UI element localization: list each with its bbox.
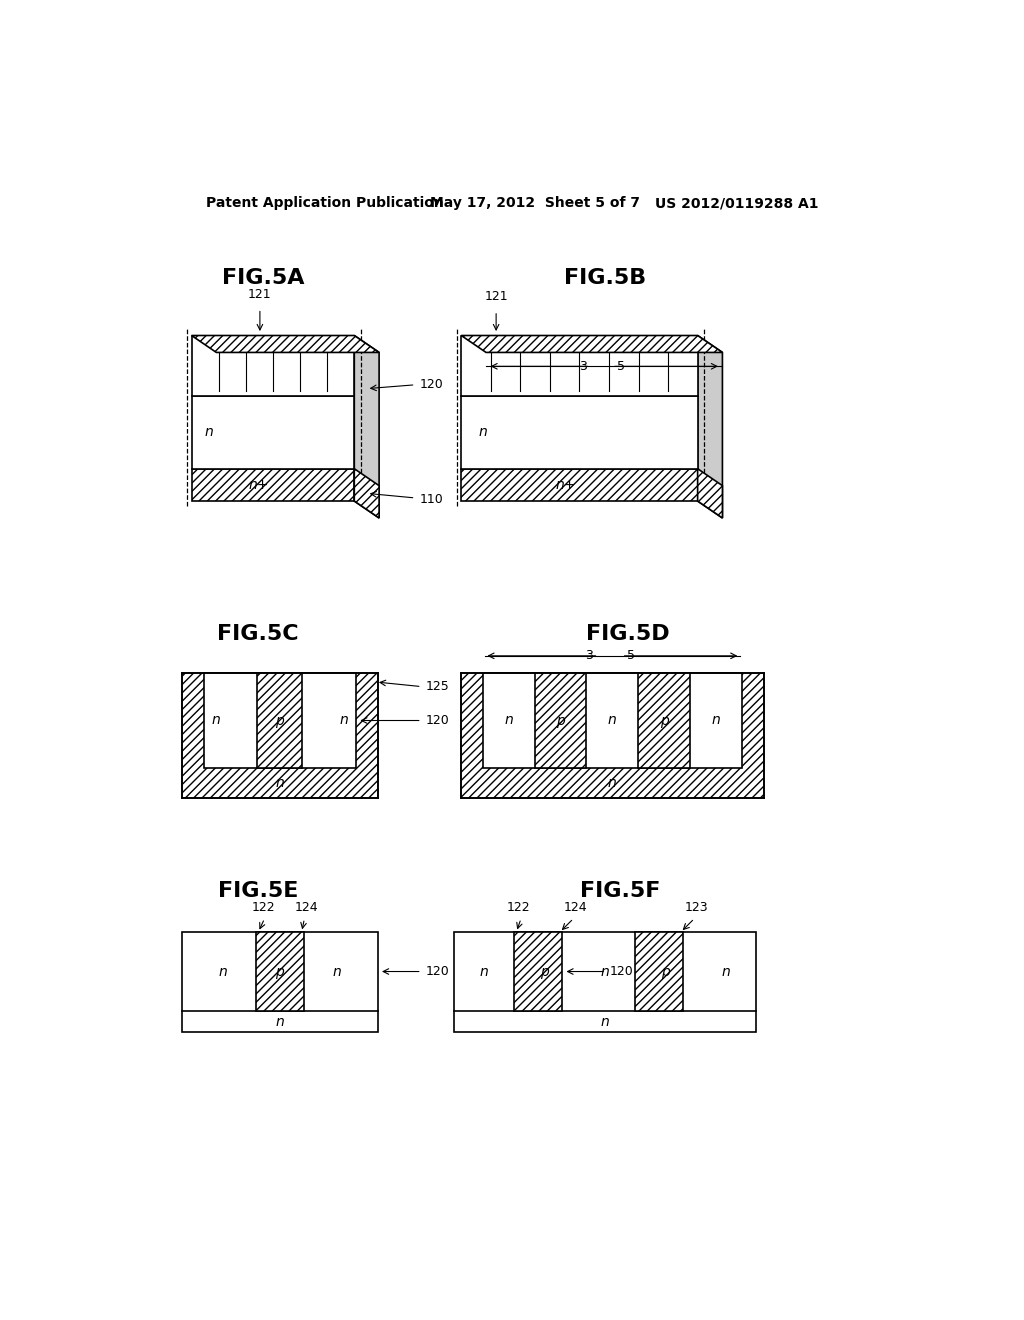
Text: 121: 121	[484, 290, 508, 304]
Text: n: n	[608, 776, 616, 789]
Text: p: p	[556, 714, 565, 727]
Text: 120: 120	[426, 714, 450, 727]
Text: n: n	[608, 714, 616, 727]
Text: p: p	[540, 965, 549, 978]
Text: n: n	[721, 965, 730, 978]
Bar	[191, 335, 354, 396]
Bar	[638, 673, 690, 768]
Text: n: n	[332, 965, 341, 978]
Bar	[204, 673, 356, 768]
Text: FIG.5A: FIG.5A	[222, 268, 305, 288]
Text: FIG.5C: FIG.5C	[217, 624, 299, 644]
Text: n: n	[712, 714, 720, 727]
Text: Patent Application Publication: Patent Application Publication	[206, 197, 443, 210]
Text: FIG.5D: FIG.5D	[586, 624, 670, 644]
Text: n: n	[204, 425, 213, 440]
Polygon shape	[697, 469, 722, 517]
Text: n+: n+	[555, 478, 575, 492]
Text: n: n	[478, 425, 487, 440]
Bar	[182, 932, 378, 1032]
Text: 124: 124	[294, 902, 317, 915]
Bar	[461, 469, 697, 502]
Text: US 2012/0119288 A1: US 2012/0119288 A1	[655, 197, 818, 210]
Text: May 17, 2012  Sheet 5 of 7: May 17, 2012 Sheet 5 of 7	[430, 197, 640, 210]
Text: FIG.5B: FIG.5B	[563, 268, 646, 288]
Text: n: n	[339, 714, 348, 727]
Text: FIG.5F: FIG.5F	[580, 882, 660, 902]
Bar	[454, 932, 756, 1032]
Text: 110: 110	[420, 492, 443, 506]
Text: p: p	[659, 714, 669, 727]
Text: 120: 120	[610, 965, 634, 978]
Bar	[461, 396, 697, 469]
Text: 5: 5	[627, 649, 635, 663]
Polygon shape	[697, 335, 722, 517]
Bar	[461, 335, 697, 396]
Text: n: n	[275, 1015, 285, 1028]
Text: FIG.5E: FIG.5E	[218, 882, 298, 902]
Text: n: n	[600, 965, 609, 978]
Text: 121: 121	[248, 288, 271, 301]
Bar	[535, 673, 587, 768]
Text: n: n	[505, 714, 513, 727]
Bar	[191, 469, 354, 502]
Bar	[483, 673, 741, 768]
Bar	[635, 932, 683, 1011]
Text: 124: 124	[564, 902, 588, 915]
Text: p: p	[275, 714, 285, 727]
Bar	[514, 932, 562, 1011]
Text: 120: 120	[420, 379, 443, 391]
Bar	[257, 673, 302, 768]
Text: n: n	[212, 714, 221, 727]
Text: 3: 3	[585, 649, 593, 663]
Bar	[256, 932, 304, 1011]
Text: n: n	[275, 776, 285, 789]
Text: p: p	[275, 965, 285, 978]
Text: n: n	[479, 965, 488, 978]
Bar	[182, 673, 378, 797]
Text: p: p	[660, 965, 670, 978]
Text: 123: 123	[685, 902, 709, 915]
Text: 5: 5	[617, 360, 626, 372]
Text: 122: 122	[251, 902, 274, 915]
Polygon shape	[354, 469, 379, 517]
Bar	[191, 396, 354, 469]
Text: n: n	[600, 1015, 609, 1028]
Polygon shape	[354, 335, 379, 517]
Polygon shape	[191, 335, 379, 352]
Text: n: n	[219, 965, 227, 978]
Text: 3: 3	[579, 360, 587, 372]
Text: n+: n+	[249, 478, 269, 492]
Text: 125: 125	[426, 680, 450, 693]
Text: 120: 120	[426, 965, 450, 978]
Text: 122: 122	[507, 902, 530, 915]
Polygon shape	[461, 335, 722, 352]
Bar	[461, 673, 764, 797]
